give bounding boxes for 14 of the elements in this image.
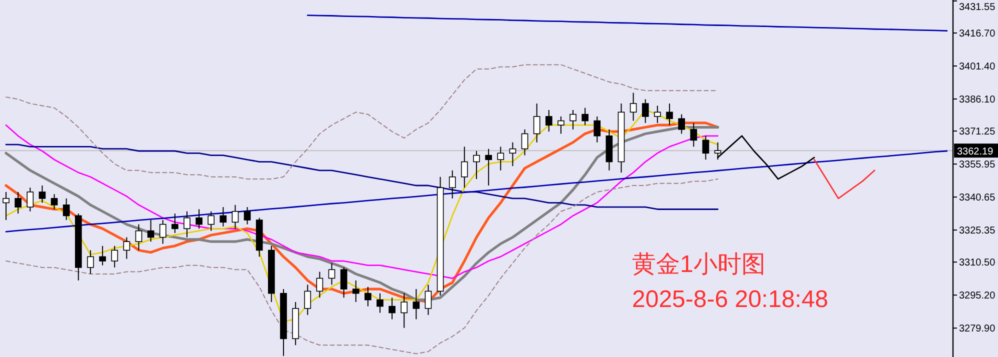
y-tick-label: 3325.35 [959, 226, 996, 237]
annotation: 2025-8-6 20:18:48 [632, 286, 828, 313]
y-tick-label: 3295.20 [959, 290, 996, 302]
annotation: 黄金1小时图 [632, 251, 766, 278]
y-tick-label: 3371.25 [959, 126, 996, 138]
ref-line-label: 3362.19 [957, 146, 994, 158]
y-tick-label: 3401.40 [959, 62, 996, 73]
y-tick-label: 3355.95 [959, 160, 996, 171]
y-tick-label: 3431.55 [959, 2, 996, 13]
y-tick-label: 3340.65 [959, 192, 996, 204]
y-tick-label: 3279.90 [959, 324, 996, 335]
y-tick-label: 3416.70 [959, 28, 996, 40]
y-tick-label: 3386.10 [959, 94, 996, 106]
y-tick-label: 3310.50 [959, 258, 996, 269]
